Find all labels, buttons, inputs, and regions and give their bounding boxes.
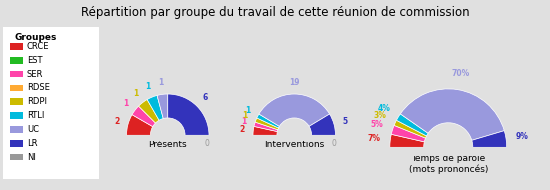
- Bar: [10, 154, 23, 161]
- Text: 6: 6: [202, 93, 208, 102]
- Text: 4%: 4%: [378, 104, 390, 113]
- Text: 19: 19: [289, 78, 300, 87]
- Text: 5%: 5%: [371, 120, 383, 129]
- Wedge shape: [397, 114, 428, 136]
- Text: 2: 2: [239, 125, 244, 134]
- Wedge shape: [400, 89, 504, 140]
- Bar: [10, 112, 23, 119]
- Text: Présents: Présents: [148, 140, 187, 149]
- FancyBboxPatch shape: [2, 25, 100, 182]
- Bar: [10, 43, 23, 50]
- Bar: [10, 71, 23, 77]
- Wedge shape: [255, 118, 278, 130]
- Text: Répartition par groupe du travail de cette réunion de commission: Répartition par groupe du travail de cet…: [81, 6, 469, 19]
- Text: 1: 1: [145, 82, 150, 91]
- Wedge shape: [139, 100, 159, 123]
- Text: 1: 1: [133, 89, 138, 98]
- Wedge shape: [126, 115, 153, 135]
- Text: 1: 1: [245, 106, 250, 115]
- Text: Groupes: Groupes: [14, 33, 57, 42]
- Text: 7%: 7%: [367, 135, 381, 143]
- Wedge shape: [253, 126, 277, 135]
- Text: 9%: 9%: [516, 132, 529, 141]
- Wedge shape: [253, 135, 336, 177]
- Bar: [10, 126, 23, 133]
- Text: 1: 1: [243, 111, 248, 120]
- Text: UC: UC: [27, 125, 39, 134]
- Wedge shape: [257, 114, 279, 128]
- Text: RTLI: RTLI: [27, 111, 44, 120]
- Text: RDSE: RDSE: [27, 83, 50, 92]
- Wedge shape: [157, 94, 168, 119]
- Text: EST: EST: [27, 56, 42, 65]
- Text: LR: LR: [27, 139, 37, 148]
- Text: 5: 5: [343, 117, 348, 126]
- Text: 1: 1: [241, 117, 246, 126]
- Wedge shape: [390, 147, 507, 190]
- Wedge shape: [309, 114, 336, 135]
- Wedge shape: [259, 94, 329, 126]
- Bar: [10, 85, 23, 91]
- Bar: [10, 98, 23, 105]
- Wedge shape: [132, 106, 156, 127]
- Text: Temps de parole
(mots prononcés): Temps de parole (mots prononcés): [409, 154, 488, 174]
- Text: 0: 0: [331, 139, 336, 148]
- Wedge shape: [391, 125, 426, 142]
- Wedge shape: [472, 131, 507, 147]
- Wedge shape: [168, 94, 209, 135]
- Text: Interventions: Interventions: [264, 140, 324, 149]
- Wedge shape: [390, 134, 424, 147]
- Text: NI: NI: [27, 153, 36, 162]
- Text: 1: 1: [123, 99, 129, 108]
- Text: 3%: 3%: [374, 112, 387, 120]
- Wedge shape: [147, 95, 163, 120]
- Text: 0: 0: [205, 139, 210, 148]
- Bar: [10, 57, 23, 63]
- Wedge shape: [394, 120, 426, 138]
- Text: SER: SER: [27, 70, 43, 78]
- Wedge shape: [254, 122, 278, 131]
- Wedge shape: [126, 135, 209, 177]
- Text: CRCE: CRCE: [27, 42, 50, 51]
- Text: 1: 1: [158, 78, 163, 87]
- Text: RDPI: RDPI: [27, 97, 47, 106]
- Bar: [10, 140, 23, 147]
- Text: 70%: 70%: [451, 69, 469, 78]
- Text: 2: 2: [114, 117, 119, 126]
